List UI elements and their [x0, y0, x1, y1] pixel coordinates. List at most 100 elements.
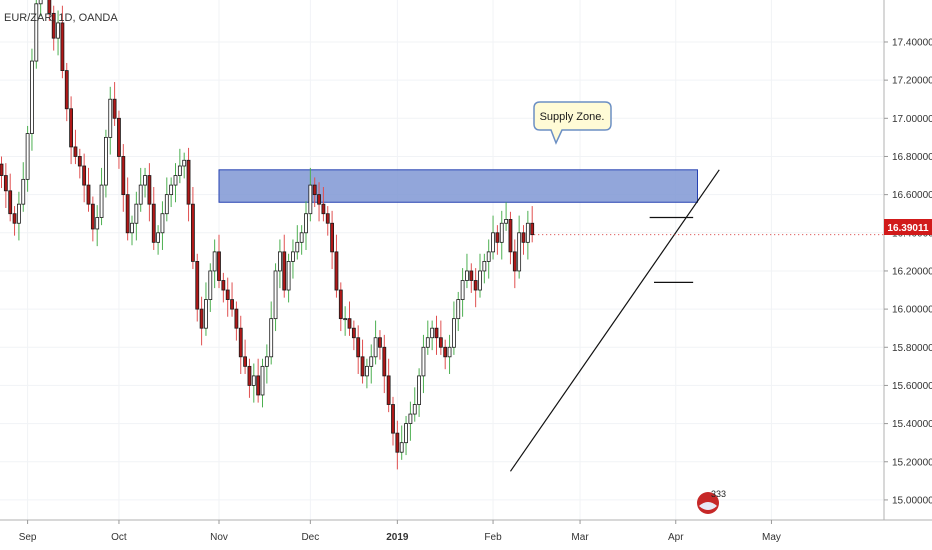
candle-down	[360, 356, 365, 377]
candle-up	[291, 251, 295, 262]
candle-up	[447, 346, 452, 358]
price-tick-label: 17.00000	[892, 114, 932, 125]
last-price-label: 16.39011	[887, 223, 929, 234]
candle-up	[95, 217, 100, 230]
candle-up	[164, 194, 169, 215]
price-tick-label: 15.00000	[892, 495, 932, 506]
price-tick-label: 15.80000	[892, 343, 932, 354]
last-price-tag: 16.39011	[884, 219, 932, 235]
candle-down	[234, 308, 239, 329]
candle-down	[247, 365, 252, 386]
candle-up	[499, 222, 504, 243]
candle-up	[56, 22, 60, 39]
badge-text: 333	[711, 489, 726, 499]
candle-down	[473, 280, 478, 291]
author-badge[interactable]: 333	[697, 489, 726, 514]
price-tick-label: 17.40000	[892, 37, 932, 48]
candle-up	[460, 280, 465, 300]
price-tick-label: 15.20000	[892, 457, 932, 468]
candles-layer	[0, 0, 535, 470]
candle-up	[517, 232, 522, 272]
time-tick-label: Sep	[19, 532, 37, 543]
candle-down	[90, 203, 95, 230]
candle-up	[491, 232, 495, 253]
candle-down	[8, 190, 13, 215]
price-tick-label: 16.00000	[892, 305, 932, 316]
candle-down	[434, 327, 439, 339]
candle-up	[299, 232, 304, 243]
time-tick-label: Mar	[571, 532, 589, 543]
time-axis[interactable]: Sep Oct Nov Dec 2019 Feb Mar Apr May	[19, 520, 781, 543]
candle-up	[486, 251, 491, 262]
candle-down	[351, 327, 356, 339]
time-tick-label: Dec	[301, 532, 319, 543]
candle-down	[521, 232, 526, 243]
candle-up	[343, 318, 348, 321]
time-tick-label: May	[762, 532, 781, 543]
candle-up	[273, 270, 278, 320]
time-tick-label: Apr	[668, 532, 684, 543]
candle-down	[512, 251, 517, 272]
time-tick-label: 2019	[386, 532, 409, 543]
candle-down	[321, 203, 326, 215]
candle-down	[382, 346, 387, 377]
candle-up	[478, 270, 482, 291]
ascending-trendline[interactable]	[509, 169, 720, 472]
candle-up	[177, 165, 182, 176]
candle-up	[212, 251, 217, 272]
candle-up	[369, 356, 374, 367]
supply-zone-callout[interactable]: Supply Zone.	[533, 101, 612, 145]
candle-up	[21, 178, 26, 205]
candle-up	[138, 184, 143, 205]
candle-up	[421, 346, 426, 377]
candle-down	[469, 270, 474, 281]
time-tick-label: Nov	[210, 532, 228, 543]
candle-up	[104, 136, 108, 186]
candle-down	[69, 108, 73, 148]
candle-down	[391, 404, 395, 434]
candle-up	[417, 375, 422, 405]
candle-down	[112, 98, 117, 119]
price-tick-label: 16.60000	[892, 190, 932, 201]
candle-down	[0, 163, 4, 176]
candle-down	[125, 194, 130, 234]
candle-up	[99, 184, 104, 218]
candle-up	[134, 203, 139, 224]
candle-down	[282, 251, 287, 291]
candle-down	[12, 213, 17, 224]
candle-up	[38, 0, 43, 5]
candle-down	[438, 337, 443, 348]
candle-down	[230, 299, 234, 310]
supply-zone-layer	[218, 169, 698, 203]
candle-up	[173, 175, 178, 186]
candle-up	[34, 3, 39, 62]
candle-up	[269, 318, 274, 358]
annotation-lines-layer	[509, 169, 884, 472]
price-axis[interactable]: 17.40000 17.20000 17.00000 16.80000 16.60000…	[884, 37, 932, 506]
price-tick-label: 15.60000	[892, 381, 932, 392]
candle-up	[143, 175, 147, 186]
candle-down	[530, 222, 535, 236]
candle-up	[156, 232, 161, 243]
candle-up	[182, 159, 187, 167]
candle-up	[30, 60, 34, 134]
candle-down	[325, 213, 330, 224]
badge-wave-icon	[699, 502, 717, 510]
chart-title: EUR/ZAR, 1D, OANDA	[4, 12, 118, 24]
candle-up	[425, 337, 430, 348]
candle-down	[217, 251, 221, 281]
callout-label: Supply Zone.	[540, 111, 605, 123]
candle-up	[404, 423, 408, 444]
candle-up	[108, 98, 113, 138]
candle-up	[412, 404, 417, 415]
time-tick-label: Feb	[484, 532, 502, 543]
supply-zone-rect[interactable]	[218, 169, 698, 203]
candle-up	[451, 318, 456, 348]
price-tick-label: 16.20000	[892, 266, 932, 277]
candle-up	[286, 261, 291, 291]
candle-up	[373, 337, 378, 358]
callout-bubble	[533, 101, 612, 145]
candle-down	[443, 346, 448, 358]
candle-down	[356, 337, 361, 358]
